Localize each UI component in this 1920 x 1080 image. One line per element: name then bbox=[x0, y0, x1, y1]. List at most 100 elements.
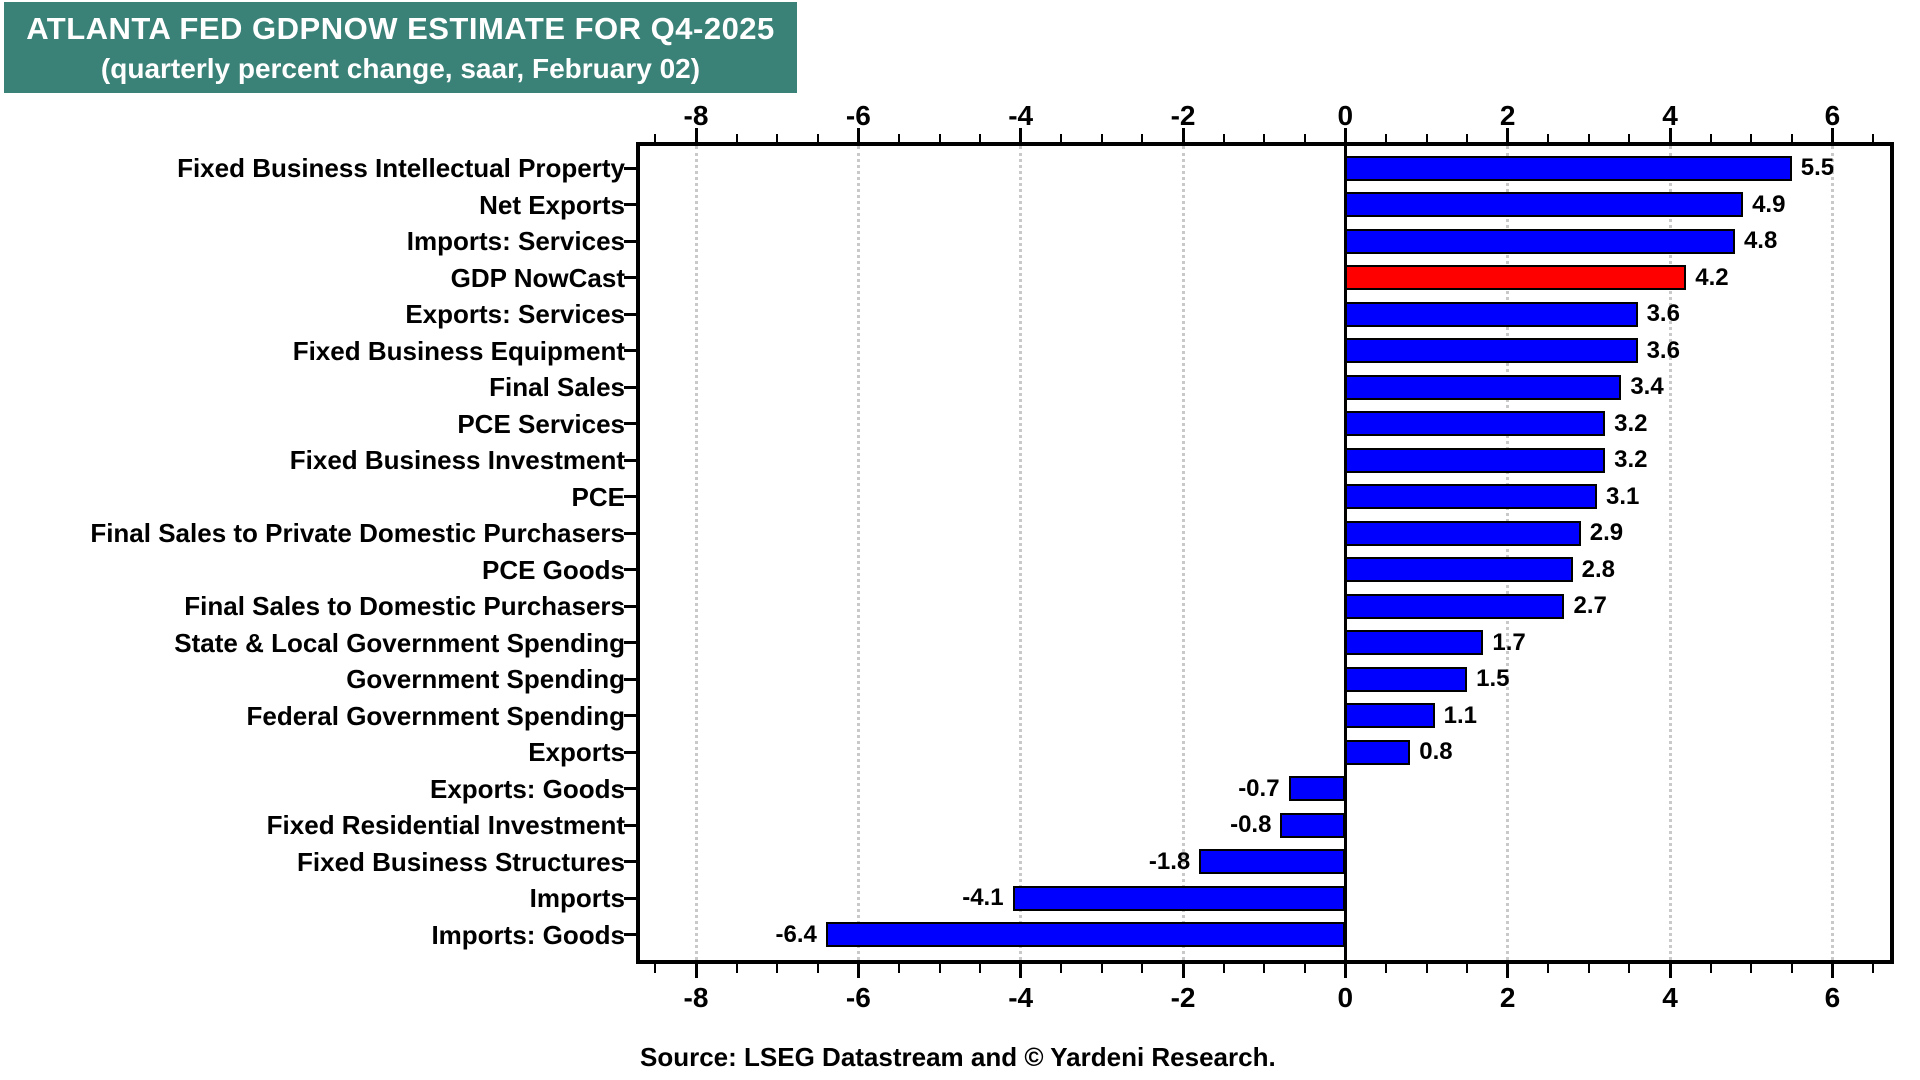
x-axis-tick-top bbox=[979, 134, 982, 142]
x-axis-tick-bottom bbox=[1587, 964, 1590, 973]
x-axis-tick-label-bottom: -6 bbox=[845, 982, 871, 1013]
category-tick bbox=[624, 239, 636, 243]
x-axis-tick-top bbox=[1141, 134, 1144, 142]
x-axis-tick-label-top: -8 bbox=[683, 100, 709, 131]
bar-value-label: 4.2 bbox=[1695, 263, 1729, 291]
x-axis-tick-top bbox=[1587, 134, 1590, 142]
bar bbox=[1280, 812, 1346, 838]
bar-value-label: 2.7 bbox=[1573, 592, 1607, 619]
x-axis-tick-label-bottom: 0 bbox=[1337, 982, 1354, 1013]
x-axis-tick-bottom bbox=[938, 964, 941, 973]
x-axis-tick-bottom bbox=[856, 964, 860, 978]
x-axis-tick-top bbox=[1263, 134, 1266, 142]
category-tick bbox=[624, 531, 636, 535]
bar-value-label: 3.1 bbox=[1605, 482, 1640, 510]
x-axis-tick-top bbox=[654, 134, 657, 142]
bar bbox=[1345, 484, 1597, 510]
grid-line bbox=[1506, 146, 1510, 960]
x-axis-tick-top bbox=[1019, 128, 1023, 142]
x-axis-tick-bottom bbox=[1100, 964, 1103, 973]
grid-line bbox=[1668, 146, 1672, 960]
category-label: Exports: Goods bbox=[429, 773, 625, 804]
x-axis-tick-bottom bbox=[1830, 964, 1834, 978]
bar bbox=[1199, 849, 1346, 875]
category-tick bbox=[624, 714, 636, 718]
x-axis-tick-bottom bbox=[1547, 964, 1550, 973]
category-label: Imports bbox=[529, 883, 625, 913]
category-label: Fixed Business Structures bbox=[297, 846, 625, 877]
x-axis-tick-label-bottom: -4 bbox=[1008, 982, 1034, 1013]
x-axis-tick-top bbox=[776, 134, 779, 142]
bar bbox=[1345, 155, 1792, 181]
category-tick bbox=[624, 349, 636, 353]
x-axis-tick-bottom bbox=[1790, 964, 1793, 973]
bar-value-label: 4.9 bbox=[1752, 190, 1786, 218]
grid-line bbox=[1830, 146, 1834, 960]
bar-value-label: 2.9 bbox=[1589, 519, 1624, 546]
x-axis-tick-top bbox=[1222, 134, 1225, 142]
x-axis-tick-top bbox=[1181, 128, 1185, 142]
x-axis-tick-bottom bbox=[1019, 964, 1023, 978]
category-label: Federal Government Spending bbox=[246, 700, 625, 731]
category-label: State & Local Government Spending bbox=[174, 627, 625, 658]
category-label: Imports: Goods bbox=[431, 919, 625, 950]
bar bbox=[1345, 447, 1606, 473]
bar bbox=[1345, 192, 1744, 218]
bar bbox=[1288, 776, 1346, 802]
x-axis-tick-top bbox=[1871, 134, 1874, 142]
bar bbox=[1345, 520, 1581, 546]
x-axis-tick-label-bottom: 4 bbox=[1662, 982, 1678, 1013]
bar-value-label: 3.4 bbox=[1630, 373, 1664, 400]
x-axis-tick-label-top: -4 bbox=[1008, 100, 1034, 131]
x-axis-tick-label-top: -6 bbox=[845, 100, 871, 131]
category-label: Fixed Business Equipment bbox=[292, 335, 625, 366]
bar-value-label: 5.5 bbox=[1800, 154, 1835, 181]
category-tick bbox=[624, 422, 636, 426]
x-axis-tick-label-bottom: -2 bbox=[1170, 982, 1196, 1013]
category-label: Exports: Services bbox=[405, 299, 625, 329]
x-axis-tick-bottom bbox=[1222, 964, 1225, 973]
bar-value-label: -4.1 bbox=[962, 884, 1004, 911]
category-label: Government Spending bbox=[346, 664, 625, 694]
x-axis-tick-bottom bbox=[1060, 964, 1063, 973]
x-axis-tick-label-bottom: 2 bbox=[1499, 982, 1516, 1013]
x-axis-tick-top bbox=[1668, 128, 1672, 142]
bar bbox=[1345, 228, 1735, 254]
category-label: GDP NowCast bbox=[450, 262, 625, 293]
x-axis-tick-label-top: 2 bbox=[1499, 100, 1516, 131]
category-tick bbox=[624, 203, 636, 207]
x-axis-tick-top bbox=[1790, 134, 1793, 142]
x-axis-tick-bottom bbox=[1263, 964, 1266, 973]
x-axis-tick-top bbox=[1060, 134, 1063, 142]
bar-value-label: 3.2 bbox=[1614, 446, 1648, 473]
bar bbox=[1012, 885, 1346, 911]
x-axis-tick-bottom bbox=[1303, 964, 1306, 973]
x-axis-tick-bottom bbox=[1871, 964, 1874, 973]
x-axis-tick-top bbox=[1100, 134, 1103, 142]
category-tick bbox=[624, 385, 636, 389]
bar bbox=[825, 922, 1346, 948]
source-note: Source: LSEG Datastream and © Yardeni Re… bbox=[640, 1042, 1276, 1072]
category-label: Net Exports bbox=[479, 189, 625, 220]
category-tick bbox=[624, 166, 636, 170]
category-tick bbox=[624, 458, 636, 462]
x-axis-tick-top bbox=[1506, 128, 1510, 142]
category-label: Exports bbox=[528, 737, 625, 767]
x-axis-tick-top bbox=[735, 134, 738, 142]
bar-value-label: 2.8 bbox=[1581, 555, 1615, 583]
grid-line bbox=[856, 146, 860, 960]
x-axis-tick-top bbox=[1628, 134, 1631, 142]
x-axis-tick-bottom bbox=[816, 964, 819, 973]
grid-line bbox=[694, 146, 698, 960]
x-axis-tick-bottom bbox=[776, 964, 779, 973]
x-axis-tick-bottom bbox=[979, 964, 982, 973]
category-tick bbox=[624, 312, 636, 316]
chart-title: ATLANTA FED GDPNOW ESTIMATE FOR Q4-2025 bbox=[26, 10, 775, 46]
category-tick bbox=[624, 677, 636, 681]
plot-area: 5.5 4.9 4.8 4.2 3.6 3.6 3.4 3.2 3.2 3.1 2.9 2.8 2.7 1… bbox=[636, 142, 1894, 964]
category-tick bbox=[624, 568, 636, 572]
x-axis-tick-bottom bbox=[897, 964, 900, 973]
category-label: Fixed Residential Investment bbox=[266, 810, 625, 840]
category-tick bbox=[624, 641, 636, 645]
bar bbox=[1345, 630, 1484, 656]
